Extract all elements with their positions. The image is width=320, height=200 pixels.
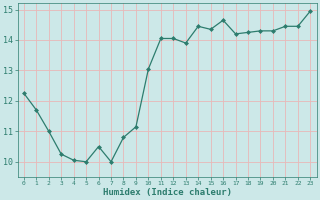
X-axis label: Humidex (Indice chaleur): Humidex (Indice chaleur) — [103, 188, 232, 197]
